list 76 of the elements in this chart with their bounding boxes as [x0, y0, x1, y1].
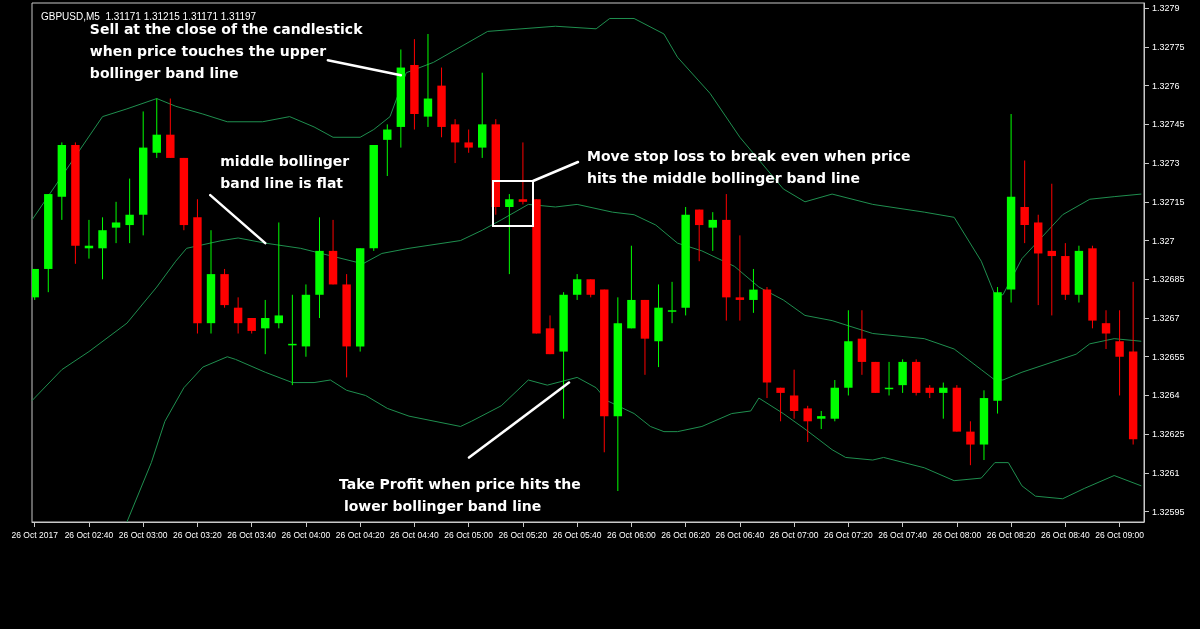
x-tick-label: 26 Oct 08:00: [932, 529, 982, 540]
candlestick: [98, 216, 107, 280]
y-tick-label: 1.32625: [1152, 429, 1185, 440]
candlestick: [776, 387, 785, 422]
y-tick-label: 1.32775: [1152, 41, 1185, 52]
annotation: Move stop loss to break even when price hits the middle bollinger band line: [587, 148, 916, 186]
x-tick-label: 26 Oct 05:20: [498, 529, 548, 540]
line-series: [31, 203, 1142, 402]
candlestick: [1047, 183, 1056, 316]
x-tick-label: 26 Oct 07:40: [878, 529, 928, 540]
candlestick: [1101, 309, 1111, 350]
candlestick: [1020, 160, 1029, 244]
candlestick: [111, 201, 121, 244]
candlestick: [274, 221, 284, 329]
candlestick: [450, 118, 460, 164]
text: GBPUSD,M5 1.31171 1.31215 1.31171 1.31197: [41, 10, 257, 22]
candlestick: [857, 309, 867, 376]
x-tick-label: 26 Oct 08:20: [986, 529, 1036, 540]
x-tick-label: 26 Oct 07:20: [824, 529, 873, 540]
x-tick-label: 26 Oct 06:00: [607, 529, 656, 540]
x-tick-label: 26 Oct 03:40: [227, 529, 277, 540]
candlestick: [586, 278, 595, 298]
annotation: Take Profit when price hits the lower bollinger band line: [339, 475, 581, 514]
x-tick-label: 26 Oct 06:20: [661, 529, 711, 540]
y-tick-label: 1.3276: [1152, 80, 1180, 91]
candlestick: [749, 268, 758, 314]
candlestick: [817, 410, 826, 430]
x-tick-label: 26 Oct 04:00: [281, 529, 331, 540]
candlestick: [166, 98, 175, 159]
candlestick: [939, 382, 948, 420]
candlestick: [789, 369, 799, 420]
y-tick-label: 1.3264: [1152, 390, 1180, 401]
y-tick-label: 1.32655: [1152, 351, 1185, 362]
candlestick: [518, 141, 528, 205]
x-tick-label: 26 Oct 08:40: [1041, 529, 1090, 540]
x-tick-label: 26 Oct 2017: [11, 529, 59, 540]
candlestick: [152, 98, 161, 159]
x-tick-label: 26 Oct 05:40: [552, 529, 602, 540]
y-tick-label: 1.32715: [1152, 196, 1185, 207]
candlestick: [125, 178, 134, 244]
candlestick: [233, 296, 243, 335]
y-tick-label: 1.3261: [1152, 467, 1180, 478]
annotation: middle bollinger band line is flat: [220, 153, 355, 192]
y-tick-label: 1.32595: [1152, 506, 1185, 517]
x-tick-label: 26 Oct 03:20: [173, 529, 223, 540]
candlestick: [708, 211, 717, 252]
annotation: Sell at the close of the candlestick when price touches the upper bollinger band line: [89, 21, 368, 82]
x-tick-label: 26 Oct 04:40: [390, 529, 440, 540]
x-tick-label: 26 Oct 05:00: [444, 529, 494, 540]
x-tick-label: 26 Oct 06:40: [715, 529, 765, 540]
candlestick: [735, 234, 745, 322]
y-tick-label: 1.3273: [1152, 158, 1180, 169]
x-tick-label: 26 Oct 09:00: [1095, 529, 1145, 540]
candlestick: [803, 405, 812, 443]
y-tick-label: 1.3267: [1152, 313, 1180, 324]
y-tick-label: 1.327: [1152, 235, 1175, 246]
x-tick-label: 26 Oct 02:40: [64, 529, 114, 540]
x-tick-label: 26 Oct 04:20: [335, 529, 385, 540]
candlestick: [1115, 309, 1124, 396]
candlestick: [261, 299, 270, 355]
candlestick: [966, 420, 975, 466]
y-tick-label: 1.32745: [1152, 119, 1185, 130]
y-tick-label: 1.32685: [1152, 274, 1185, 285]
line-series: [126, 356, 1142, 523]
candlestick: [478, 72, 487, 159]
candlestick: [505, 193, 514, 275]
candlestick: [695, 209, 704, 262]
x-tick-label: 26 Oct 07:00: [769, 529, 819, 540]
x-tick-label: 26 Oct 03:00: [118, 529, 168, 540]
candlestick: [667, 281, 677, 324]
y-tick-label: 1.3279: [1152, 3, 1180, 14]
candlestick: [383, 123, 392, 177]
candlestick: [898, 358, 907, 394]
candlestick: [572, 273, 582, 301]
candlestick: [464, 129, 473, 154]
candlestick: [423, 33, 433, 128]
